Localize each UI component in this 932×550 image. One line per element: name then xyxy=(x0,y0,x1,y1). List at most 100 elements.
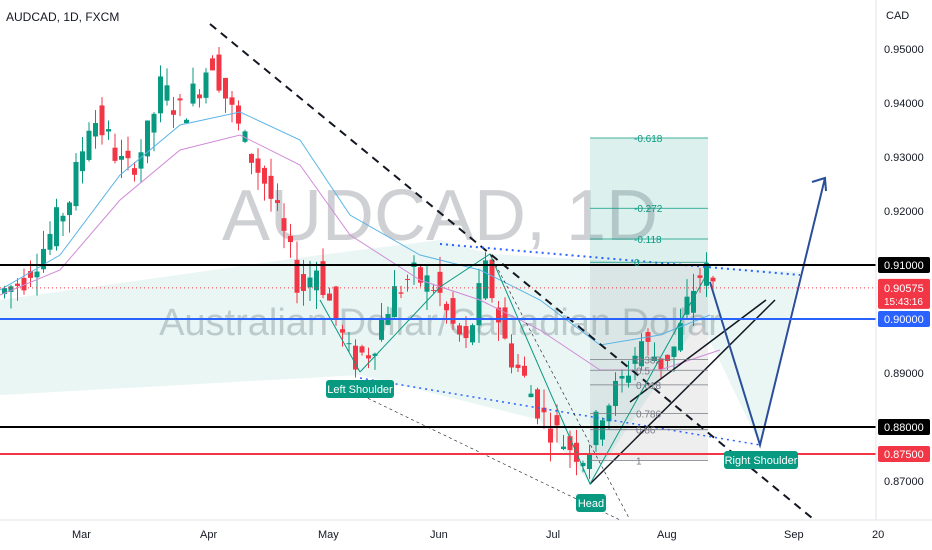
candle-body xyxy=(171,110,176,115)
candle-body xyxy=(372,353,378,356)
candle-body xyxy=(242,131,248,142)
candle-body xyxy=(483,260,488,299)
fib-retracement-label: 0.5 xyxy=(636,366,650,377)
candle-body xyxy=(86,130,92,160)
candle-body xyxy=(678,323,683,351)
candle-body xyxy=(639,341,644,367)
time-axis: Mar Apr May Jun Jul Aug Sep 20 xyxy=(0,519,932,541)
candle-body xyxy=(281,218,287,231)
candle-body xyxy=(437,271,443,293)
candle-body xyxy=(444,303,449,311)
candle-body xyxy=(671,346,677,357)
candle-body xyxy=(145,120,150,157)
candle-body xyxy=(184,119,189,124)
candle-body xyxy=(164,85,170,101)
candle-body xyxy=(496,307,501,323)
candle-body xyxy=(73,162,79,207)
candle-body xyxy=(314,270,319,291)
drawings xyxy=(0,23,827,521)
candle-body xyxy=(515,364,521,368)
price-tick-label: 0.94000 xyxy=(884,98,924,110)
candle-body xyxy=(158,76,163,114)
candle-body xyxy=(197,94,202,99)
candle-body xyxy=(405,279,410,281)
time-tick-label: Apr xyxy=(200,529,217,541)
pattern-outline-left xyxy=(319,299,361,373)
candle-body xyxy=(541,407,547,413)
time-tick-label: Sep xyxy=(784,529,804,541)
watermark-symbol: AUDCAD, 1D xyxy=(222,176,658,256)
chart-title: AUDCAD, 1D, FXCM xyxy=(6,10,120,24)
candle-body xyxy=(54,207,59,247)
descending-trendline xyxy=(209,23,813,519)
candle-body xyxy=(21,277,27,291)
candle-body xyxy=(340,329,345,333)
time-tick-label: Mar xyxy=(72,529,91,541)
candle-body xyxy=(210,58,215,71)
current-price-label: 0.90575 xyxy=(884,283,924,295)
level-badge xyxy=(878,445,930,462)
time-tick-label: May xyxy=(318,529,339,541)
candle-body xyxy=(697,275,703,278)
candle-body xyxy=(67,202,72,216)
fib-retracement-label: 0.618 xyxy=(636,381,661,392)
fib-projection-label: -0.272 xyxy=(634,204,663,215)
fib-retracement-label: 0.382 xyxy=(636,355,661,366)
candle-body xyxy=(431,289,436,291)
candle-body xyxy=(528,393,534,398)
candle-body xyxy=(593,411,599,446)
candle-body xyxy=(418,267,423,283)
candle-body xyxy=(522,365,527,376)
candle-body xyxy=(580,462,586,467)
candle-body xyxy=(392,286,397,318)
fib-projection-label: 0 xyxy=(634,258,640,269)
pattern-label-bg xyxy=(724,451,798,469)
candle-body xyxy=(424,275,430,292)
candle-body xyxy=(489,259,495,299)
candle-body xyxy=(450,298,456,324)
watermark-name: Australian Dollar/Canadian Dollar xyxy=(159,302,721,344)
candle-body xyxy=(223,77,228,99)
candle-body xyxy=(665,354,670,361)
candle-body xyxy=(151,113,157,133)
candle-body xyxy=(15,283,20,286)
candle-body xyxy=(119,155,124,160)
candle-body xyxy=(379,319,384,340)
pattern-label-bg xyxy=(576,494,606,512)
watermark: AUDCAD, 1D Australian Dollar/Canadian Do… xyxy=(159,176,721,344)
candle-body xyxy=(548,428,553,443)
candle-body xyxy=(125,150,131,159)
price-axis: CAD 0.95000 0.94000 0.93000 0.92000 0.89000 0… xyxy=(875,0,924,520)
candle-body xyxy=(203,72,209,98)
candle-body xyxy=(93,123,98,137)
level-badge xyxy=(878,256,930,273)
candle-body xyxy=(8,286,14,292)
candle-body xyxy=(275,200,280,203)
currency-label: CAD xyxy=(886,10,909,22)
current-price-badge xyxy=(878,278,930,309)
candle-body xyxy=(619,376,625,379)
neckline-blue xyxy=(439,243,801,276)
candle-body xyxy=(249,153,254,163)
candle-body xyxy=(28,271,33,278)
candle-body xyxy=(567,436,573,451)
candle-body xyxy=(509,343,514,368)
fib-projection-label: -0.618 xyxy=(634,134,663,145)
candle-body xyxy=(177,98,183,101)
candle-body xyxy=(626,375,631,383)
candle-body xyxy=(470,325,475,343)
candle-body xyxy=(229,97,235,105)
pattern-labels: Left Shoulder Head Right Shoulder xyxy=(326,380,798,512)
candle-body xyxy=(34,271,40,278)
level-badge-label: 0.87500 xyxy=(884,449,924,461)
candle-body xyxy=(236,105,241,124)
candle-body xyxy=(366,355,371,359)
inner-guide xyxy=(489,253,631,521)
pattern-label: Right Shoulder xyxy=(725,455,798,467)
candle-body xyxy=(535,389,540,419)
candle-body xyxy=(106,129,111,132)
fib-retracement-label: 1 xyxy=(636,456,642,467)
candle-body xyxy=(112,147,118,161)
candle-body xyxy=(216,54,222,91)
